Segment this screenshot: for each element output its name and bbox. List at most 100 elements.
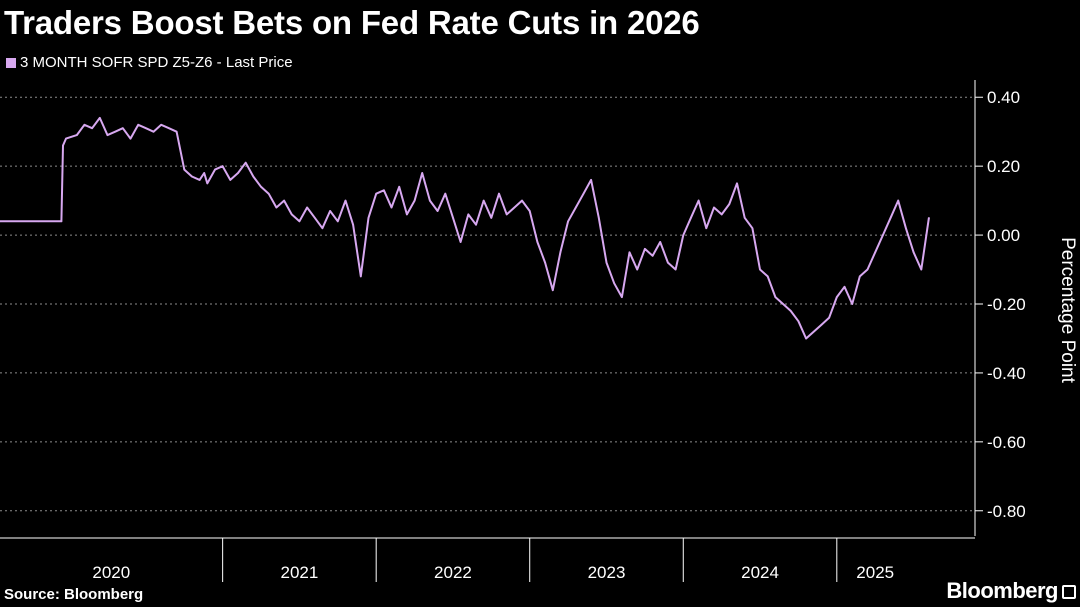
data-point <box>682 234 685 236</box>
data-point <box>521 199 523 202</box>
data-point <box>590 179 592 181</box>
data-point <box>129 137 132 140</box>
series-line <box>0 116 930 340</box>
data-point <box>475 223 477 226</box>
data-point <box>383 189 385 192</box>
data-point <box>306 206 308 209</box>
data-point <box>866 268 869 271</box>
data-point <box>91 127 93 130</box>
data-point <box>183 168 186 171</box>
data-point <box>736 182 738 185</box>
data-point <box>137 124 139 126</box>
y-tick-layer: 0.40 0.20 0.00 -0.20 -0.40 -0.60 -0.80 <box>974 80 1026 536</box>
data-point <box>83 124 86 126</box>
data-point <box>203 172 206 174</box>
data-point <box>114 130 116 133</box>
data-point <box>206 182 209 185</box>
data-point <box>789 310 792 312</box>
y-axis-title: Percentage Point <box>1057 237 1078 383</box>
data-point <box>214 168 216 171</box>
data-point <box>574 206 577 209</box>
bloomberg-logo-mark-icon <box>1062 585 1076 599</box>
data-point <box>674 268 677 271</box>
data-point <box>65 137 67 140</box>
data-point <box>267 192 270 195</box>
data-point <box>651 254 654 257</box>
data-point <box>621 296 623 298</box>
data-point <box>221 165 224 167</box>
data-point <box>713 206 715 209</box>
data-point <box>528 210 531 212</box>
data-point <box>805 337 807 340</box>
data-point <box>252 175 255 178</box>
data-point <box>459 241 462 243</box>
data-point <box>152 130 155 133</box>
series-layer <box>0 116 930 340</box>
data-point <box>697 199 700 202</box>
data-point <box>759 268 761 271</box>
data-point <box>175 130 178 133</box>
data-point <box>751 227 754 229</box>
data-point <box>106 134 109 136</box>
data-point <box>344 199 347 202</box>
data-point <box>905 227 907 229</box>
data-point <box>375 192 377 195</box>
data-point <box>766 275 769 278</box>
data-point <box>490 217 493 219</box>
data-point <box>283 199 285 202</box>
x-tick-label: 2025 <box>856 563 894 582</box>
source-note: Source: Bloomberg <box>4 586 144 603</box>
data-point <box>60 220 63 223</box>
data-point <box>329 210 331 212</box>
bloomberg-logo: Bloomberg <box>946 578 1058 603</box>
y-tick-label: -0.20 <box>987 295 1026 314</box>
data-point <box>659 241 662 243</box>
data-point <box>75 134 78 136</box>
data-point <box>168 127 170 130</box>
x-tick-label: 2022 <box>434 563 472 582</box>
x-tick-label: 2024 <box>741 563 779 582</box>
data-point <box>237 172 239 174</box>
data-point <box>260 186 262 188</box>
data-point <box>505 213 508 216</box>
data-point <box>360 275 362 278</box>
data-point <box>836 296 838 298</box>
data-point <box>352 223 354 226</box>
chart-title: Traders Boost Bets on Fed Rate Cuts in 2… <box>4 4 700 41</box>
data-point <box>559 251 562 254</box>
y-tick-label: -0.60 <box>987 433 1026 452</box>
data-point <box>37 220 40 223</box>
data-point <box>444 192 447 195</box>
y-tick-label: 0.40 <box>987 88 1020 107</box>
data-point <box>313 217 316 219</box>
legend-swatch <box>6 57 16 68</box>
data-point <box>582 192 585 195</box>
data-point <box>897 199 900 202</box>
data-point <box>667 261 669 264</box>
data-point <box>728 203 731 205</box>
data-point <box>782 303 784 305</box>
data-point <box>336 220 339 223</box>
x-tick-label: 2021 <box>280 563 318 582</box>
data-point <box>874 251 876 254</box>
data-point <box>436 210 439 212</box>
data-point <box>198 179 201 181</box>
data-point <box>812 330 815 333</box>
legend-label: 3 MONTH SOFR SPD Z5-Z6 - Last Price <box>20 54 293 71</box>
data-point <box>928 217 930 219</box>
data-point <box>482 199 485 202</box>
data-point <box>920 268 923 271</box>
data-point <box>774 296 777 298</box>
data-point <box>122 127 124 130</box>
x-tick-label: 2023 <box>588 563 626 582</box>
data-point <box>290 213 293 216</box>
data-point <box>413 199 416 202</box>
y-tick-label: 0.00 <box>987 226 1020 245</box>
data-point <box>828 316 830 319</box>
data-point <box>544 261 546 264</box>
y-tick-label: -0.40 <box>987 364 1026 383</box>
y-tick-label: 0.20 <box>987 157 1020 176</box>
data-point <box>513 206 516 209</box>
data-point <box>244 161 247 164</box>
